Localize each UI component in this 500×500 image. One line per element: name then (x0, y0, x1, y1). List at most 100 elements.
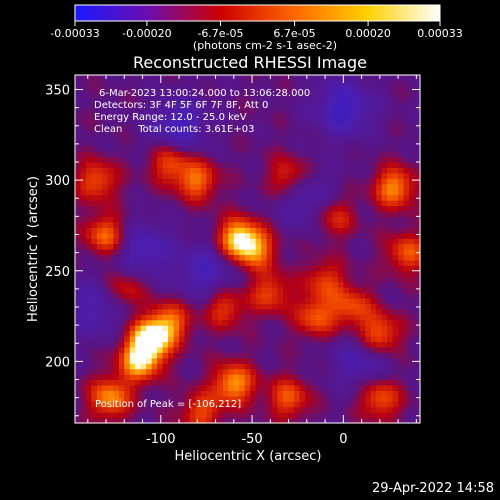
heatmap-cell (151, 368, 158, 375)
heatmap-cell (299, 205, 306, 212)
heatmap-cell (184, 205, 191, 212)
heatmap-cell (129, 249, 136, 256)
heatmap-cell (80, 172, 87, 179)
heatmap-cell (211, 297, 218, 304)
heatmap-cell (409, 254, 416, 261)
heatmap-cell (398, 145, 405, 152)
heatmap-cell (118, 292, 125, 299)
heatmap-cell (277, 319, 284, 326)
heatmap-cell (107, 243, 114, 250)
heatmap-cell (332, 205, 339, 212)
heatmap-cell (211, 227, 218, 234)
heatmap-cell (326, 336, 333, 343)
heatmap-cell (310, 249, 317, 256)
heatmap-cell (381, 156, 388, 163)
heatmap-cell (129, 172, 136, 179)
heatmap-cell (184, 221, 191, 228)
heatmap-cell (91, 390, 98, 397)
heatmap-cell (75, 292, 82, 299)
heatmap-cell (354, 308, 361, 315)
heatmap-cell (168, 314, 175, 321)
heatmap-cell (184, 107, 191, 114)
heatmap-cell (244, 270, 251, 277)
heatmap-cell (392, 406, 399, 413)
heatmap-cell (217, 167, 224, 174)
heatmap-cell (124, 368, 131, 375)
heatmap-cell (403, 194, 410, 201)
heatmap-cell (250, 287, 257, 294)
heatmap-cell (288, 265, 295, 272)
heatmap-cell (239, 303, 246, 310)
heatmap-cell (288, 221, 295, 228)
heatmap-cell (283, 314, 290, 321)
heatmap-cell (151, 390, 158, 397)
heatmap-cell (326, 384, 333, 391)
heatmap-cell (277, 254, 284, 261)
heatmap-cell (217, 330, 224, 337)
heatmap-cell (85, 346, 93, 353)
heatmap-cell (299, 140, 306, 147)
heatmap-cell (173, 91, 180, 98)
heatmap-cell (151, 401, 158, 408)
heatmap-cell (299, 75, 306, 82)
heatmap-cell (381, 379, 388, 386)
heatmap-cell (255, 395, 262, 402)
heatmap-cell (354, 232, 361, 239)
heatmap-cell (305, 292, 312, 299)
heatmap-cell (376, 102, 383, 109)
heatmap-cell (288, 341, 295, 348)
heatmap-cell (200, 107, 208, 114)
heatmap-cell (244, 379, 251, 386)
heatmap-cell (124, 297, 131, 304)
heatmap-cell (310, 357, 317, 364)
heatmap-cell (315, 368, 323, 375)
heatmap-cell (403, 118, 410, 125)
heatmap-cell (365, 254, 372, 261)
heatmap-cell (250, 140, 257, 147)
heatmap-cell (370, 102, 377, 109)
heatmap-cell (107, 80, 114, 87)
heatmap-cell (135, 314, 142, 321)
heatmap-cell (299, 102, 306, 109)
heatmap-cell (190, 374, 197, 381)
heatmap-cell (140, 292, 147, 299)
heatmap-cell (195, 151, 202, 158)
heatmap-cell (157, 189, 164, 196)
heatmap-cell (140, 319, 147, 326)
heatmap-cell (211, 341, 218, 348)
heatmap-cell (414, 297, 421, 304)
heatmap-cell (228, 200, 235, 207)
heatmap-cell (261, 140, 268, 147)
heatmap-cell (168, 151, 175, 158)
heatmap-cell (250, 346, 257, 353)
heatmap-cell (326, 374, 333, 381)
heatmap-cell (102, 254, 109, 261)
heatmap-cell (326, 412, 333, 419)
heatmap-cell (283, 270, 290, 277)
heatmap-cell (168, 107, 175, 114)
heatmap-cell (343, 352, 350, 359)
heatmap-cell (261, 314, 268, 321)
heatmap-cell (80, 167, 87, 174)
heatmap-cell (381, 200, 388, 207)
heatmap-cell (96, 384, 103, 391)
heatmap-cell (359, 145, 366, 152)
heatmap-cell (261, 118, 268, 125)
heatmap-cell (348, 401, 355, 408)
heatmap-cell (326, 140, 333, 147)
heatmap-cell (326, 401, 333, 408)
heatmap-cell (387, 183, 394, 190)
heatmap-cell (294, 341, 301, 348)
heatmap-cell (140, 303, 147, 310)
heatmap-cell (151, 123, 158, 130)
heatmap-cell (370, 303, 377, 310)
heatmap-cell (305, 281, 312, 288)
heatmap-cell (233, 390, 240, 397)
heatmap-cell (184, 308, 191, 315)
heatmap-cell (354, 102, 361, 109)
heatmap-cell (75, 221, 82, 228)
heatmap-cell (146, 330, 153, 337)
heatmap-cell (173, 118, 180, 125)
heatmap-cell (102, 314, 109, 321)
heatmap-cell (261, 134, 268, 141)
